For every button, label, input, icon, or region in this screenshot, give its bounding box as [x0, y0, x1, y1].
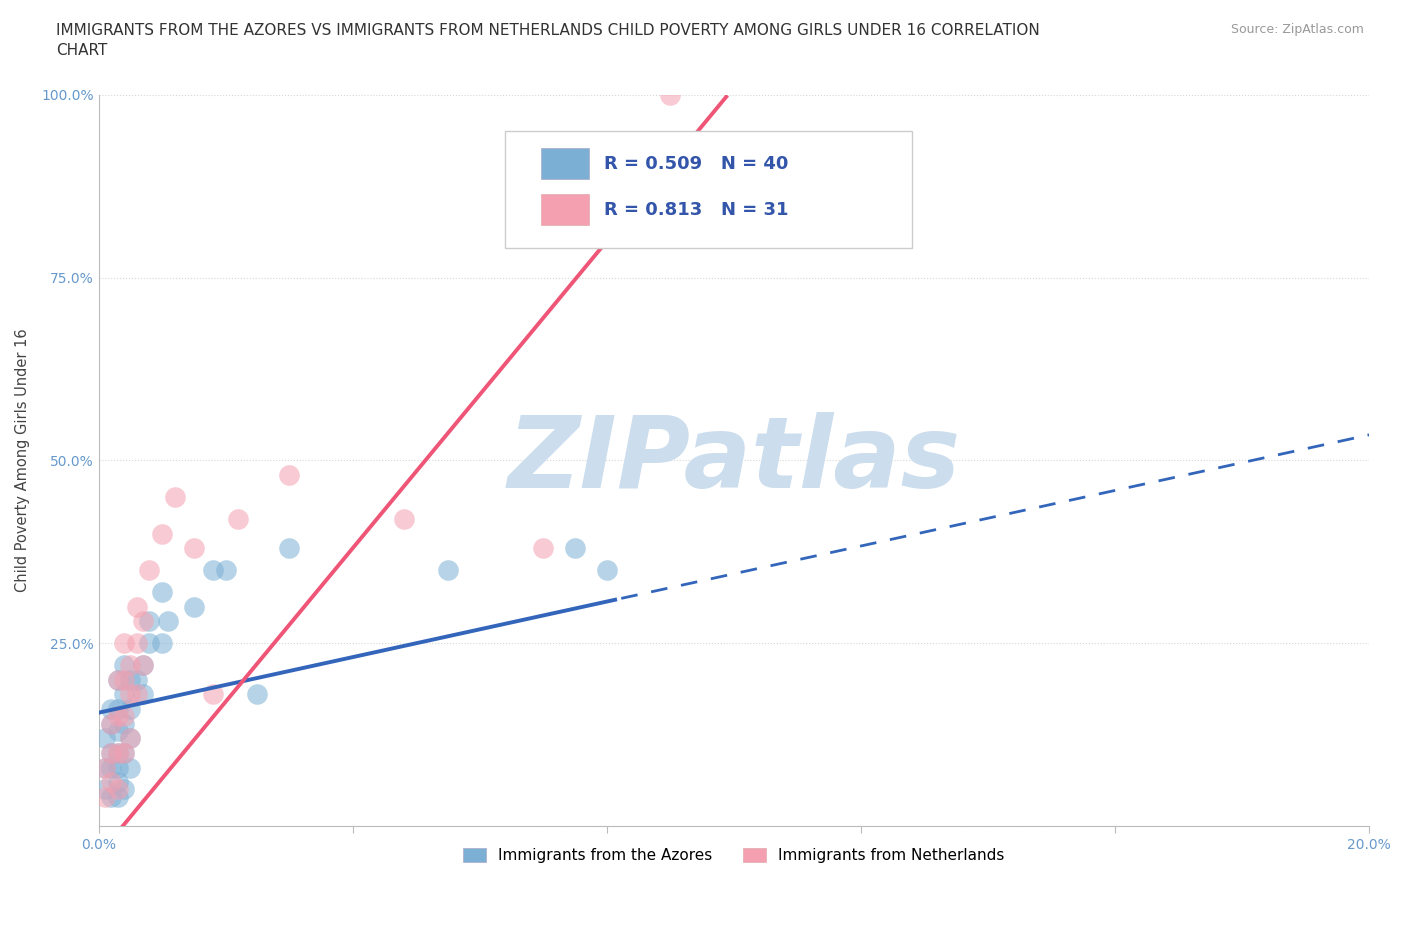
- Y-axis label: Child Poverty Among Girls Under 16: Child Poverty Among Girls Under 16: [15, 328, 30, 592]
- Point: [100, 716, 122, 731]
- Point: [107, 760, 129, 775]
- Point: [112, 636, 135, 651]
- Point: [94, 760, 117, 775]
- Point: [201, 687, 224, 702]
- Point: [107, 746, 129, 761]
- Point: [125, 687, 148, 702]
- Point: [132, 614, 155, 629]
- Point: [392, 512, 415, 526]
- Point: [112, 672, 135, 687]
- Point: [125, 636, 148, 651]
- Point: [100, 746, 122, 761]
- Bar: [541, 194, 589, 225]
- Point: [112, 687, 135, 702]
- Text: IMMIGRANTS FROM THE AZORES VS IMMIGRANTS FROM NETHERLANDS CHILD POVERTY AMONG GI: IMMIGRANTS FROM THE AZORES VS IMMIGRANTS…: [56, 23, 1040, 58]
- Bar: [541, 148, 589, 179]
- Point: [94, 782, 117, 797]
- Point: [183, 599, 205, 614]
- Point: [228, 512, 250, 526]
- Point: [112, 746, 135, 761]
- Point: [94, 790, 117, 804]
- Point: [107, 672, 129, 687]
- Point: [132, 687, 155, 702]
- Point: [120, 687, 142, 702]
- Legend: Immigrants from the Azores, Immigrants from Netherlands: Immigrants from the Azores, Immigrants f…: [457, 843, 1011, 870]
- Point: [112, 746, 135, 761]
- Text: Source: ZipAtlas.com: Source: ZipAtlas.com: [1230, 23, 1364, 36]
- Point: [125, 599, 148, 614]
- Point: [120, 731, 142, 746]
- Point: [107, 701, 129, 716]
- Point: [107, 790, 129, 804]
- Point: [107, 775, 129, 790]
- Point: [100, 716, 122, 731]
- Point: [120, 731, 142, 746]
- Point: [100, 701, 122, 716]
- Point: [94, 731, 117, 746]
- Text: ZIPatlas: ZIPatlas: [508, 412, 960, 509]
- Point: [157, 614, 180, 629]
- Point: [107, 746, 129, 761]
- Point: [112, 658, 135, 672]
- Point: [278, 540, 301, 555]
- Point: [163, 489, 186, 504]
- Point: [120, 760, 142, 775]
- Point: [659, 87, 682, 102]
- Point: [138, 563, 160, 578]
- Point: [278, 468, 301, 483]
- Point: [150, 526, 173, 541]
- Point: [531, 540, 554, 555]
- Point: [107, 724, 129, 738]
- Point: [564, 540, 586, 555]
- Point: [120, 701, 142, 716]
- Point: [94, 760, 117, 775]
- Text: R = 0.813   N = 31: R = 0.813 N = 31: [605, 201, 789, 219]
- Point: [150, 585, 173, 600]
- Point: [246, 687, 269, 702]
- Point: [120, 672, 142, 687]
- Point: [138, 636, 160, 651]
- FancyBboxPatch shape: [505, 131, 911, 248]
- Point: [132, 658, 155, 672]
- Point: [100, 746, 122, 761]
- Point: [138, 614, 160, 629]
- Point: [183, 540, 205, 555]
- Point: [100, 760, 122, 775]
- Text: R = 0.509   N = 40: R = 0.509 N = 40: [605, 154, 789, 173]
- Point: [100, 775, 122, 790]
- Point: [201, 563, 224, 578]
- Point: [596, 563, 619, 578]
- Point: [107, 709, 129, 724]
- Point: [125, 672, 148, 687]
- Point: [120, 658, 142, 672]
- Point: [214, 563, 236, 578]
- Point: [112, 709, 135, 724]
- Point: [107, 672, 129, 687]
- Point: [132, 658, 155, 672]
- Point: [107, 782, 129, 797]
- Point: [112, 716, 135, 731]
- Point: [112, 782, 135, 797]
- Point: [150, 636, 173, 651]
- Point: [100, 790, 122, 804]
- Point: [437, 563, 460, 578]
